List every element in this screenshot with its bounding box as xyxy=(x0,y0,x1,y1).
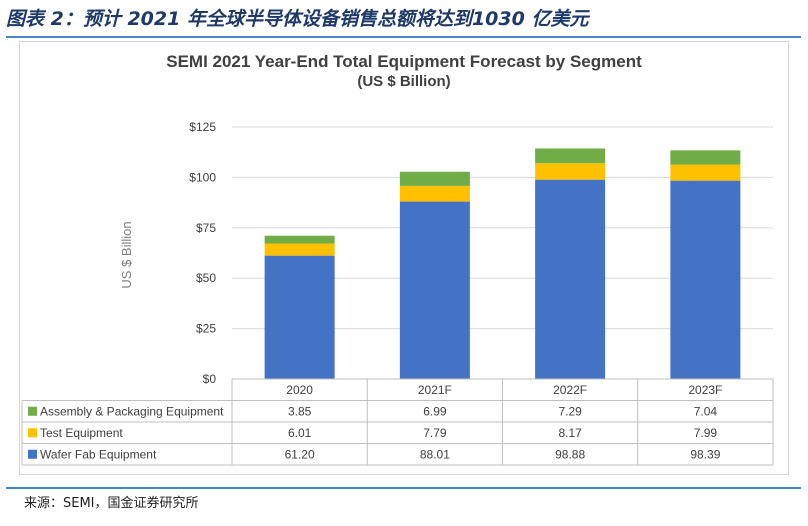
y-tick-label: $125 xyxy=(189,120,216,134)
y-tick-label: $25 xyxy=(196,322,216,336)
legend-swatch xyxy=(28,449,37,459)
bar-assembly-packaging-equipment-2020 xyxy=(264,235,335,244)
caption-rule xyxy=(6,36,801,38)
legend-swatch xyxy=(28,428,37,438)
bar-wafer-fab-equipment-2021f xyxy=(399,201,470,379)
y-tick-label: $75 xyxy=(196,221,216,235)
bar-wafer-fab-equipment-2022f xyxy=(535,179,606,379)
table-cell-value: 7.04 xyxy=(694,404,718,418)
bar-assembly-packaging-equipment-2023f xyxy=(670,150,741,165)
bar-wafer-fab-equipment-2023f xyxy=(670,180,741,379)
table-cell-value: 6.99 xyxy=(423,404,447,418)
y-axis-label: US $ Billion xyxy=(119,221,134,288)
x-category-label: 2023F xyxy=(688,383,722,397)
bar-test-equipment-2022f xyxy=(535,163,606,180)
bar-wafer-fab-equipment-2020 xyxy=(264,255,335,379)
table-cell-value: 7.79 xyxy=(423,426,447,440)
x-category-label: 2020 xyxy=(286,383,313,397)
source-note: 来源：SEMI，国金证券研究所 xyxy=(24,496,199,511)
y-tick-label: $50 xyxy=(196,271,216,285)
figure-caption: 图表 2：预计 2021 年全球半导体设备销售总额将达到1030 亿美元 xyxy=(6,8,589,30)
bar-assembly-packaging-equipment-2021f xyxy=(399,171,470,186)
bar-assembly-packaging-equipment-2022f xyxy=(535,148,606,164)
table-cell-value: 3.85 xyxy=(288,404,312,418)
table-cell-value: 61.20 xyxy=(285,447,315,461)
chart-subtitle: (US $ Billion) xyxy=(357,73,451,90)
table-cell-value: 98.39 xyxy=(690,447,720,461)
source-rule xyxy=(6,487,801,489)
bar-test-equipment-2021f xyxy=(399,185,470,202)
legend-label: Test Equipment xyxy=(40,426,123,440)
legend-label: Wafer Fab Equipment xyxy=(40,447,157,461)
table-cell-value: 7.29 xyxy=(558,404,582,418)
table-cell-value: 88.01 xyxy=(420,447,450,461)
table-cell-value: 98.88 xyxy=(555,447,585,461)
bar-test-equipment-2023f xyxy=(670,164,741,181)
y-tick-label: $0 xyxy=(203,372,217,386)
x-category-label: 2022F xyxy=(553,383,587,397)
bar-test-equipment-2020 xyxy=(264,243,335,256)
x-category-label: 2021F xyxy=(418,383,452,397)
legend-swatch xyxy=(28,406,37,416)
y-tick-label: $100 xyxy=(189,170,216,184)
table-cell-value: 6.01 xyxy=(288,426,312,440)
legend-label: Assembly & Packaging Equipment xyxy=(40,404,224,418)
table-cell-value: 8.17 xyxy=(558,426,582,440)
chart-title: SEMI 2021 Year-End Total Equipment Forec… xyxy=(166,52,642,71)
table-cell-value: 7.99 xyxy=(694,426,718,440)
